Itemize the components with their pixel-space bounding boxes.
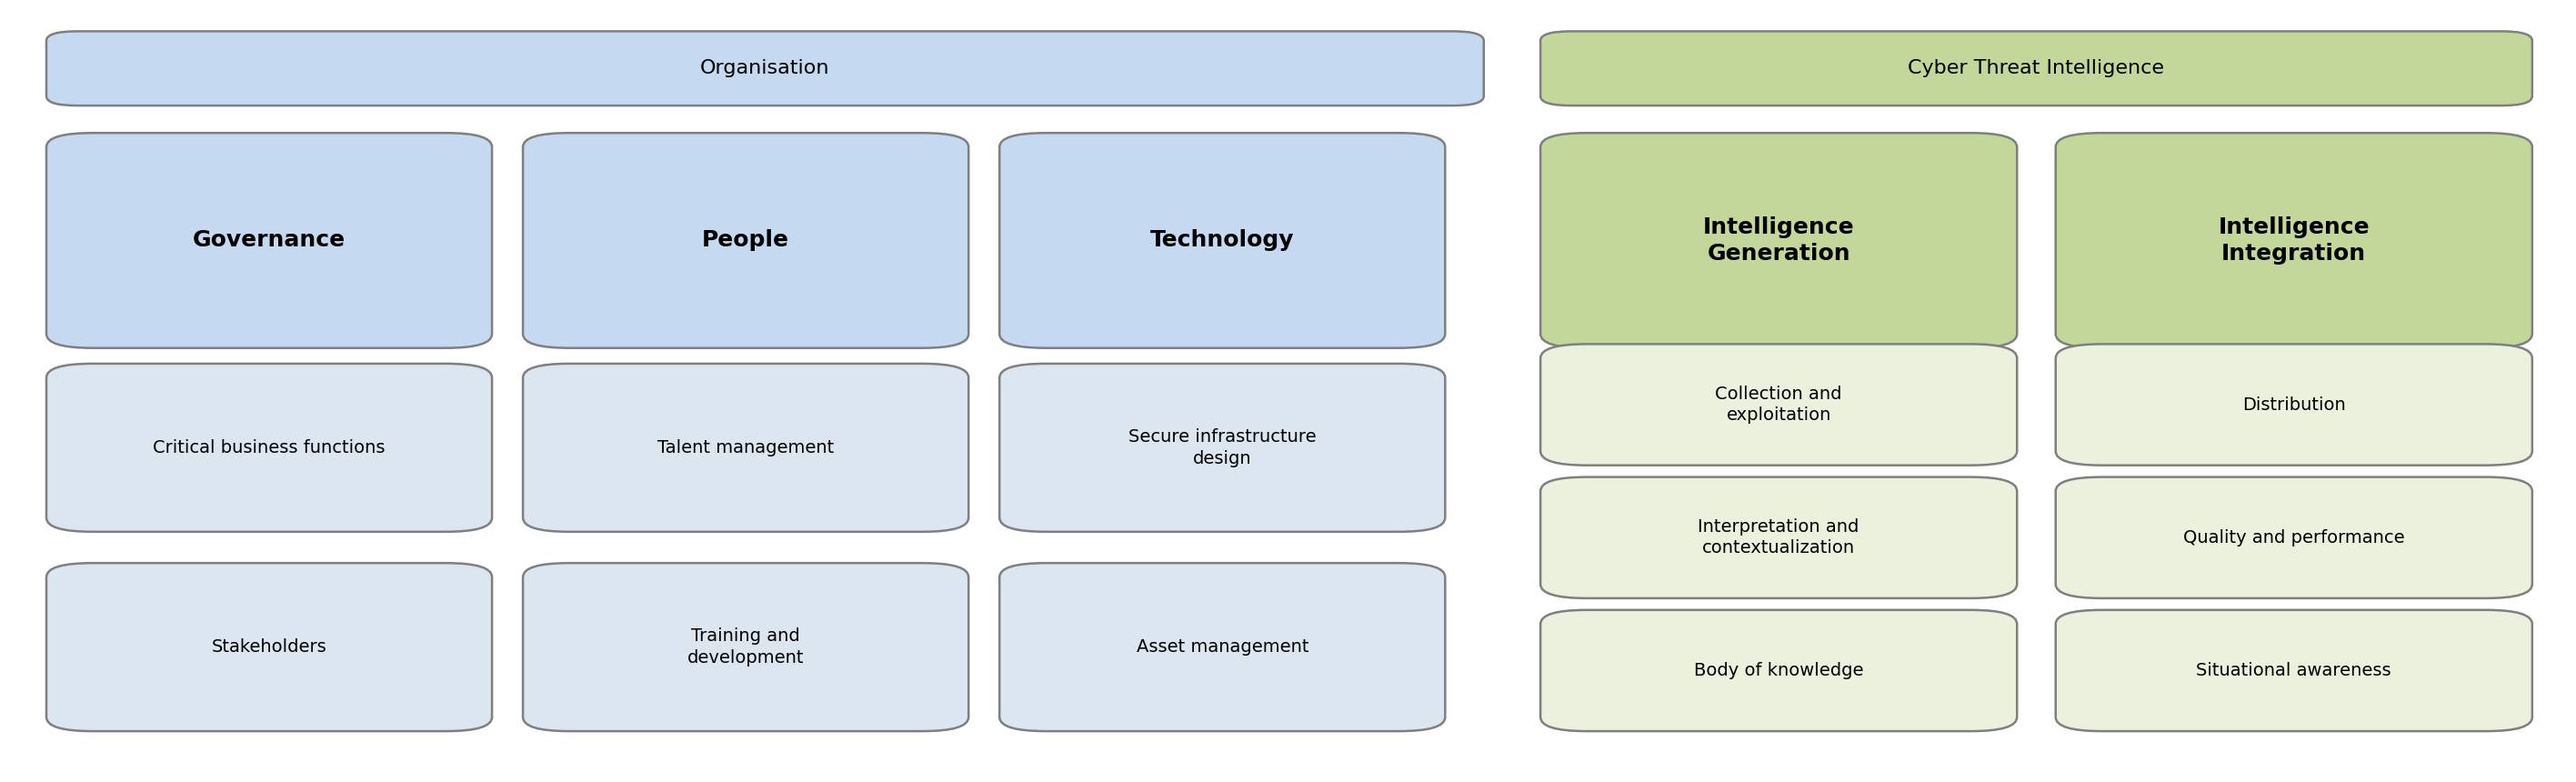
Text: Cyber Threat Intelligence: Cyber Threat Intelligence [1909,59,2164,77]
Text: Intelligence
Generation: Intelligence Generation [1703,216,1855,265]
FancyBboxPatch shape [1540,610,2017,731]
FancyBboxPatch shape [2056,133,2532,348]
FancyBboxPatch shape [523,133,969,348]
FancyBboxPatch shape [46,31,1484,106]
Text: Talent management: Talent management [657,439,835,457]
Text: Distribution: Distribution [2241,396,2347,414]
Text: Organisation: Organisation [701,59,829,77]
FancyBboxPatch shape [999,364,1445,532]
Text: Situational awareness: Situational awareness [2197,662,2391,680]
FancyBboxPatch shape [46,133,492,348]
FancyBboxPatch shape [1540,133,2017,348]
Text: Body of knowledge: Body of knowledge [1695,662,1862,680]
FancyBboxPatch shape [523,563,969,731]
Text: Technology: Technology [1151,230,1293,251]
Text: Interpretation and
contextualization: Interpretation and contextualization [1698,518,1860,557]
Text: Quality and performance: Quality and performance [2184,529,2403,547]
Text: Asset management: Asset management [1136,638,1309,656]
FancyBboxPatch shape [523,364,969,532]
FancyBboxPatch shape [46,563,492,731]
Text: Secure infrastructure
design: Secure infrastructure design [1128,429,1316,467]
Text: Collection and
exploitation: Collection and exploitation [1716,386,1842,424]
FancyBboxPatch shape [46,364,492,532]
FancyBboxPatch shape [2056,477,2532,598]
Text: Intelligence
Integration: Intelligence Integration [2218,216,2370,265]
Text: Governance: Governance [193,230,345,251]
FancyBboxPatch shape [2056,344,2532,465]
Text: Stakeholders: Stakeholders [211,638,327,656]
FancyBboxPatch shape [1540,477,2017,598]
FancyBboxPatch shape [999,563,1445,731]
FancyBboxPatch shape [1540,31,2532,106]
Text: People: People [703,230,788,251]
Text: Critical business functions: Critical business functions [152,439,386,457]
FancyBboxPatch shape [1540,344,2017,465]
FancyBboxPatch shape [999,133,1445,348]
Text: Training and
development: Training and development [688,628,804,666]
FancyBboxPatch shape [2056,610,2532,731]
